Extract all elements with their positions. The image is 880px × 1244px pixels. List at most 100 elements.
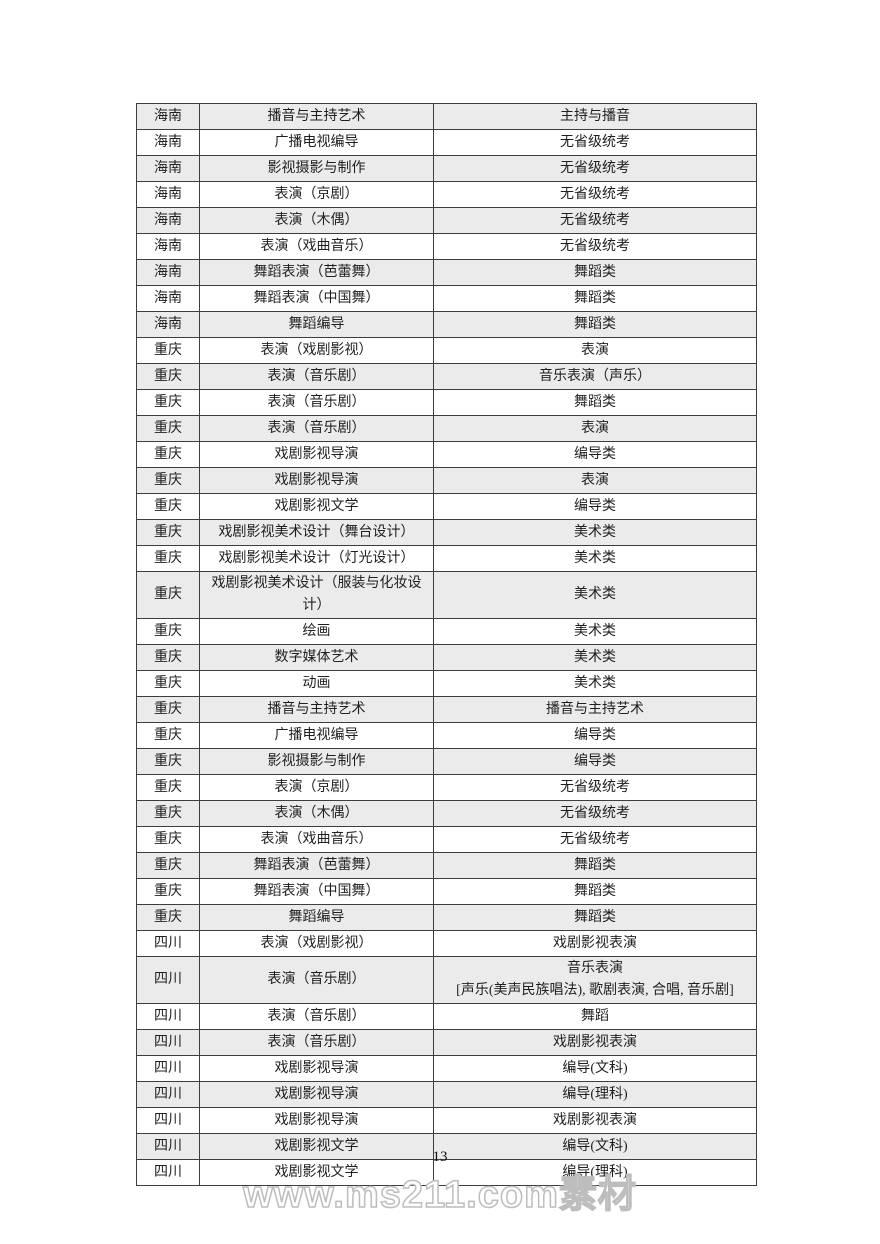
category-cell: 表演 [433,467,757,494]
province-cell: 重庆 [136,670,200,697]
province-cell: 重庆 [136,618,200,645]
major-cell: 戏剧影视导演 [199,1081,434,1108]
province-cell: 海南 [136,207,200,234]
table-row: 四川 戏剧影视文学 编导(文科) [136,1133,757,1160]
page-number: 13 [432,1149,448,1165]
major-cell: 播音与主持艺术 [199,103,434,130]
major-cell: 戏剧影视导演 [199,441,434,468]
table-row: 四川 戏剧影视导演 编导(理科) [136,1081,757,1108]
table-row: 重庆 表演（戏剧影视） 表演 [136,337,757,364]
province-cell: 重庆 [136,696,200,723]
major-cell: 表演（京剧） [199,774,434,801]
province-cell: 重庆 [136,800,200,827]
table-row: 重庆 播音与主持艺术 播音与主持艺术 [136,696,757,723]
category-cell: 舞蹈 [433,1003,757,1030]
major-cell: 表演（音乐剧） [199,389,434,416]
category-cell: 舞蹈类 [433,285,757,312]
province-cell: 四川 [136,1107,200,1134]
province-cell: 重庆 [136,415,200,442]
province-cell: 海南 [136,103,200,130]
table-row: 海南 表演（木偶） 无省级统考 [136,207,757,234]
category-cell: 无省级统考 [433,774,757,801]
province-cell: 重庆 [136,441,200,468]
major-cell: 戏剧影视美术设计（舞台设计） [199,519,434,546]
province-cell: 重庆 [136,722,200,749]
major-cell: 舞蹈表演（芭蕾舞） [199,259,434,286]
table-row: 重庆 戏剧影视导演 表演 [136,467,757,494]
category-cell: 音乐表演 [声乐(美声民族唱法), 歌剧表演, 合唱, 音乐剧] [433,956,757,1004]
category-cell: 舞蹈类 [433,878,757,905]
province-cell: 海南 [136,181,200,208]
category-cell: 主持与播音 [433,103,757,130]
category-cell: 编导(文科) [433,1055,757,1082]
table-row: 海南 舞蹈编导 舞蹈类 [136,311,757,338]
table-row: 重庆 表演（京剧） 无省级统考 [136,774,757,801]
major-cell: 舞蹈表演（芭蕾舞） [199,852,434,879]
category-cell: 无省级统考 [433,826,757,853]
category-cell: 编导(理科) [433,1081,757,1108]
province-cell: 重庆 [136,904,200,931]
province-cell: 重庆 [136,852,200,879]
category-cell: 无省级统考 [433,129,757,156]
major-cell: 表演（音乐剧） [199,1029,434,1056]
table-row: 重庆 戏剧影视文学 编导类 [136,493,757,520]
table-row: 海南 播音与主持艺术 主持与播音 [136,103,757,130]
table-row: 海南 舞蹈表演（中国舞） 舞蹈类 [136,285,757,312]
table-body: 海南 播音与主持艺术 主持与播音 海南 广播电视编导 无省级统考 海南 影视摄影与制作 无省级统… [136,103,757,1186]
category-cell: 编导类 [433,493,757,520]
table-row: 重庆 戏剧影视美术设计（舞台设计） 美术类 [136,519,757,546]
major-cell: 表演（木偶） [199,800,434,827]
major-cell: 表演（音乐剧） [199,415,434,442]
province-cell: 重庆 [136,571,200,619]
major-cell: 动画 [199,670,434,697]
major-cell: 戏剧影视导演 [199,1055,434,1082]
table-row: 四川 戏剧影视文学 编导(理科) [136,1159,757,1186]
category-cell: 舞蹈类 [433,259,757,286]
province-cell: 四川 [136,1055,200,1082]
table-row: 海南 广播电视编导 无省级统考 [136,129,757,156]
table-row: 重庆 表演（音乐剧） 音乐表演（声乐） [136,363,757,390]
major-cell: 广播电视编导 [199,722,434,749]
province-major-category-table: 海南 播音与主持艺术 主持与播音 海南 广播电视编导 无省级统考 海南 影视摄影与制作 无省级统… [136,103,757,1186]
major-cell: 戏剧影视文学 [199,1159,434,1186]
category-cell: 美术类 [433,545,757,572]
major-cell: 绘画 [199,618,434,645]
table-row: 海南 表演（京剧） 无省级统考 [136,181,757,208]
province-cell: 海南 [136,259,200,286]
province-cell: 重庆 [136,774,200,801]
table-row: 重庆 舞蹈编导 舞蹈类 [136,904,757,931]
major-cell: 舞蹈编导 [199,904,434,931]
major-cell: 舞蹈编导 [199,311,434,338]
table-row: 四川 表演（音乐剧） 戏剧影视表演 [136,1029,757,1056]
province-cell: 四川 [136,1003,200,1030]
table-row: 四川 表演（戏剧影视） 戏剧影视表演 [136,930,757,957]
category-cell: 舞蹈类 [433,904,757,931]
table-row: 重庆 舞蹈表演（芭蕾舞） 舞蹈类 [136,852,757,879]
category-cell: 表演 [433,415,757,442]
major-cell: 表演（音乐剧） [199,956,434,1004]
category-cell: 戏剧影视表演 [433,1107,757,1134]
major-cell: 数字媒体艺术 [199,644,434,671]
category-cell: 无省级统考 [433,155,757,182]
major-cell: 舞蹈表演（中国舞） [199,878,434,905]
province-cell: 海南 [136,233,200,260]
table-row: 重庆 数字媒体艺术 美术类 [136,644,757,671]
province-cell: 海南 [136,285,200,312]
major-cell: 表演（戏曲音乐） [199,233,434,260]
major-cell: 戏剧影视文学 [199,493,434,520]
category-cell: 美术类 [433,571,757,619]
province-cell: 重庆 [136,748,200,775]
category-cell: 舞蹈类 [433,852,757,879]
province-cell: 重庆 [136,519,200,546]
table-row: 四川 表演（音乐剧） 舞蹈 [136,1003,757,1030]
major-cell: 表演（音乐剧） [199,1003,434,1030]
table-row: 重庆 影视摄影与制作 编导类 [136,748,757,775]
table-row: 重庆 舞蹈表演（中国舞） 舞蹈类 [136,878,757,905]
major-cell: 影视摄影与制作 [199,748,434,775]
province-cell: 重庆 [136,826,200,853]
category-cell: 戏剧影视表演 [433,1029,757,1056]
province-cell: 四川 [136,1029,200,1056]
category-cell: 美术类 [433,618,757,645]
table-row: 重庆 戏剧影视导演 编导类 [136,441,757,468]
